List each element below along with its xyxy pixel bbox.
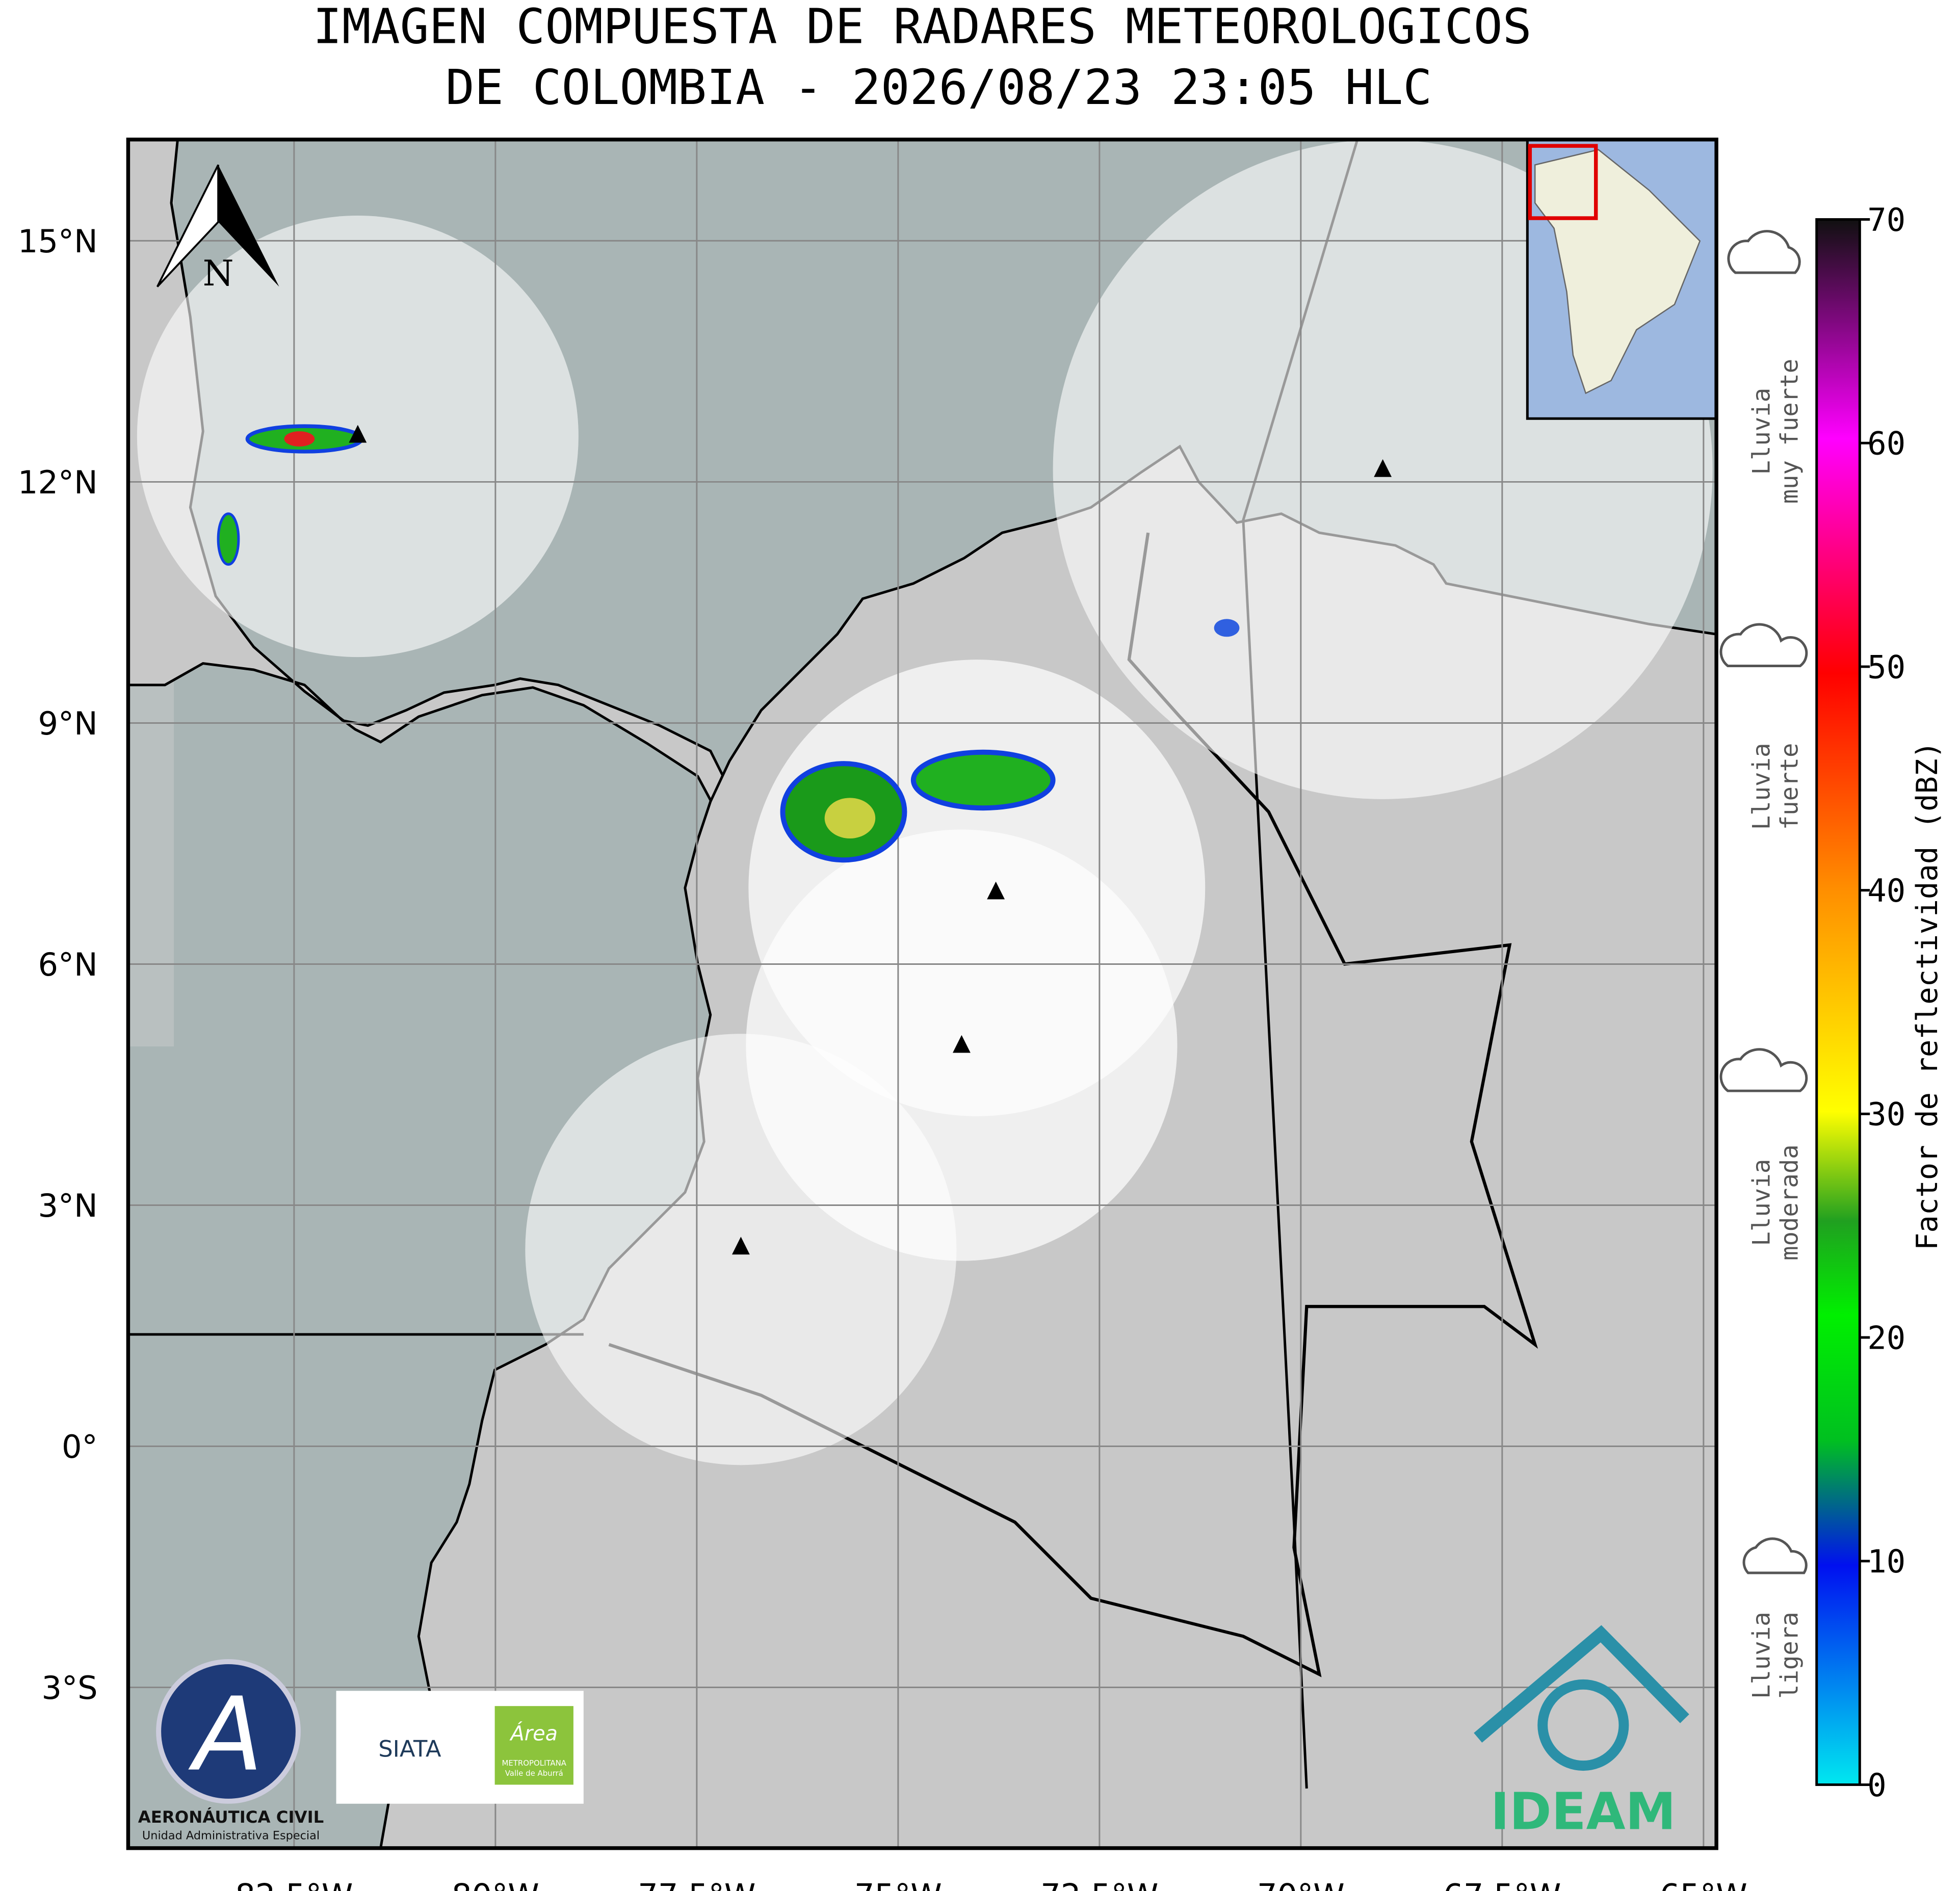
logo-text: AERONÁUTICA CIVIL — [138, 1807, 324, 1827]
cloud-icon — [1719, 623, 1808, 668]
map-area: N A AERONÁUTICA CIVIL Unidad Administrat… — [128, 139, 1717, 1848]
logo-text: Valle de Aburrá — [505, 1769, 563, 1778]
aerocivil-logo: A — [188, 1675, 263, 1794]
north-arrow — [218, 165, 279, 287]
rain-label: moderada — [1775, 1144, 1804, 1260]
y-tick-label: 6°N — [38, 946, 97, 983]
radar-site — [952, 1035, 971, 1053]
echo — [284, 431, 315, 447]
north-label: N — [203, 253, 234, 294]
rain-label: Lluvia — [1748, 743, 1776, 830]
axes: 82.5°W 80°W 77.5°W 75°W 72.5°W 70°W 67.5°W 65°W… — [18, 201, 1905, 1891]
title-line: DE COLOMBIA - 2026/08/23 23:05 HLC — [446, 60, 1432, 116]
radar-site — [349, 425, 367, 443]
x-tick-label: 67.5°W — [1443, 1877, 1561, 1891]
colorbar-tick-label: 30 — [1867, 1096, 1905, 1133]
title-line: IMAGEN COMPUESTA DE RADARES METEOROLOGIC… — [313, 0, 1532, 55]
colorbar-tick-label: 0 — [1867, 1767, 1886, 1804]
echo — [1214, 619, 1240, 637]
colorbar-tick-label: 20 — [1867, 1319, 1905, 1356]
cloud-icon — [1727, 230, 1801, 274]
x-tick-label: 80°W — [452, 1877, 539, 1891]
y-tick-label: 12°N — [18, 464, 98, 501]
logo-text: SIATA — [378, 1736, 441, 1763]
radar-site — [731, 1237, 750, 1255]
inset-extent — [1528, 144, 1598, 220]
inset-land — [1534, 149, 1701, 395]
y-tick-label: 0° — [62, 1428, 98, 1465]
colorbar — [1815, 218, 1861, 1786]
logo-text: Área — [509, 1721, 558, 1745]
y-tick-label: 9°N — [38, 705, 97, 742]
x-tick-label: 65°W — [1660, 1877, 1747, 1891]
colombia-border — [608, 532, 1538, 1677]
x-tick-label: 72.5°W — [1040, 1877, 1158, 1891]
grid — [128, 139, 1717, 1848]
colorbar-tick-label: 70 — [1867, 201, 1905, 239]
aerocivil-logo — [156, 1659, 301, 1804]
rain-label: Lluvia — [1748, 1159, 1776, 1246]
x-tick-label: 75°W — [854, 1877, 942, 1891]
area-logo — [494, 1706, 573, 1785]
colorbar-tick-label: 40 — [1867, 872, 1905, 909]
colorbar-tick-label: 60 — [1867, 425, 1905, 462]
cloud-icon — [1719, 1048, 1808, 1092]
echo — [824, 798, 876, 838]
rain-label: muy fuerte — [1775, 359, 1804, 504]
rain-legend: Lluvia muy fuerte Lluvia fuerte Lluvia m… — [1748, 359, 1804, 1699]
colorbar-tick-label: 10 — [1867, 1543, 1905, 1580]
radar-site — [1374, 459, 1392, 477]
map-frame — [126, 138, 1718, 1850]
colorbar-tick-label: 50 — [1867, 648, 1905, 686]
logo-text: METROPOLITANA — [502, 1758, 566, 1768]
x-tick-label: 70°W — [1257, 1877, 1345, 1891]
rain-label: ligera — [1775, 1612, 1804, 1699]
x-tick-label: 77.5°W — [638, 1877, 755, 1891]
rain-label: fuerte — [1775, 743, 1804, 830]
ideam-logo — [1537, 1679, 1629, 1771]
rain-label: Lluvia — [1748, 388, 1776, 475]
radar-site — [987, 881, 1005, 900]
echo — [910, 749, 1056, 811]
logo-text: IDEAM — [1491, 1783, 1676, 1842]
logo-text: Unidad Administrativa Especial — [142, 1829, 320, 1842]
y-tick-label: 15°N — [18, 223, 98, 260]
rain-label: Lluvia — [1748, 1612, 1776, 1699]
colorbar-label: Factor de reflectividad (dBZ) — [1911, 741, 1944, 1250]
echo — [217, 512, 240, 566]
ideam-logo — [1474, 1625, 1689, 1743]
cloud-icon — [1742, 1537, 1808, 1574]
rain-icons — [1719, 230, 1808, 1574]
y-tick-label: 3°S — [42, 1669, 98, 1706]
y-tick-label: 3°N — [38, 1187, 97, 1224]
x-tick-label: 82.5°W — [235, 1877, 353, 1891]
